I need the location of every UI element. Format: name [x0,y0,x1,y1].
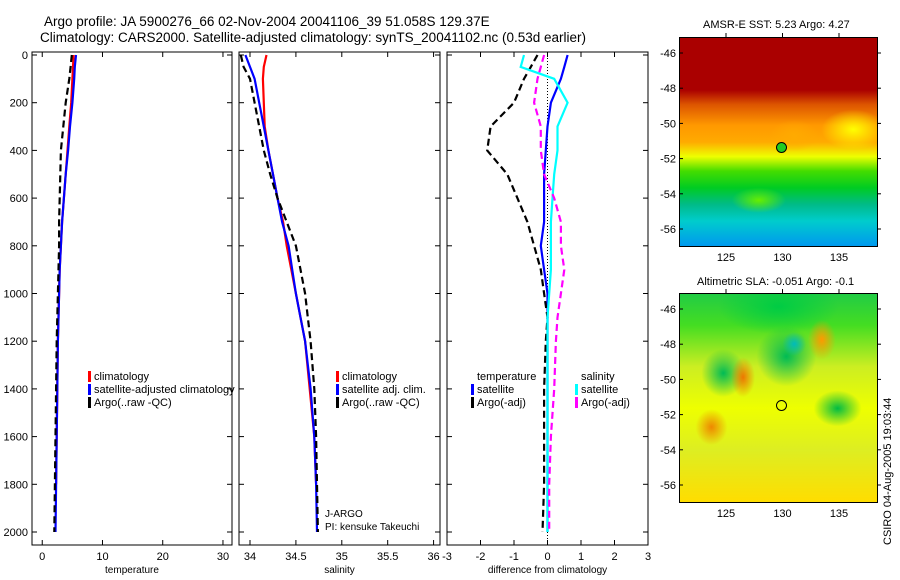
series-argo-raw-qc- [53,54,73,533]
map-y-tick-label: -52 [660,410,676,422]
legend-swatch [88,384,91,395]
legend-swatch [575,397,578,408]
x-tick-label: 36 [427,551,439,563]
legend-swatch [471,384,474,395]
title-line-2: Climatology: CARS2000. Satellite-adjuste… [40,30,587,45]
legend-swatch [575,384,578,395]
map-y-tick-label: -50 [660,374,676,386]
y-tick-label: 1800 [4,479,28,491]
series-argo-adj- [532,54,566,532]
legend-swatch [336,384,339,395]
legend-label: Argo(..raw -QC) [94,397,172,409]
credit-text: CSIRO 04-Aug-2005 19:03:44 [882,397,894,545]
map-y-tick-label: -56 [660,224,676,236]
x-tick-label: 34 [244,551,256,563]
legend-label: satellite [581,384,618,396]
x-axis-label: difference from climatology [488,565,607,576]
x-tick-label: -1 [509,551,519,563]
map-x-tick-label: 125 [717,508,735,520]
annotation: PI: kensuke Takeuchi [325,522,419,533]
legend-label: satellite-adjusted climatology [94,384,235,396]
map-x-tick-label: 135 [830,252,848,264]
x-axis-label: salinity [324,565,355,576]
map-y-tick-label: -48 [660,339,676,351]
series-satellite-adj-clim- [244,54,319,533]
map-y-tick-label: -48 [660,83,676,95]
argo-location-marker [776,142,787,153]
sst-map-title: AMSR-E SST: 5.23 Argo: 4.27 [703,19,850,31]
map-y-tick-label: -56 [660,480,676,492]
map-y-tick-label: -52 [660,154,676,166]
map-y-tick-label: -46 [660,304,676,316]
profile-plots: 0 10 20 30temperature0200400600800100012001… [4,50,652,576]
y-tick-label: 1200 [4,336,28,348]
x-tick-label: 10 [96,551,108,563]
y-tick-label: 800 [10,241,28,253]
x-tick-label: 35 [336,551,348,563]
x-tick-label: 34.5 [285,551,306,563]
x-tick-label: 3 [645,551,651,563]
legend-swatch [88,397,91,408]
legend-swatch [336,397,339,408]
legend-label: Argo(-adj) [581,397,630,409]
legend-label: salinity [581,371,615,383]
y-tick-label: 1400 [4,384,28,396]
legend-label: Argo(-adj) [477,397,526,409]
x-tick-label: 1 [578,551,584,563]
x-tick-label: 0 [544,551,550,563]
legend-label: Argo(..raw -QC) [342,397,420,409]
plot-frame-1 [238,51,441,546]
y-tick-label: 200 [10,98,28,110]
y-tick-label: 600 [10,193,28,205]
legend-label: temperature [477,371,536,383]
x-tick-label: 20 [157,551,169,563]
map-y-tick-label: -54 [660,445,676,457]
series-argo-raw-qc- [239,54,319,533]
x-tick-label: -3 [442,551,452,563]
x-tick-label: 35.5 [377,551,398,563]
x-tick-label: 2 [611,551,617,563]
plot-frame-0 [31,51,233,546]
y-tick-label: 2000 [4,527,28,539]
legend-label: satellite [477,384,514,396]
legend-label: climatology [342,371,398,383]
y-tick-label: 400 [10,145,28,157]
x-axis-label: temperature [105,565,159,576]
map-x-tick-label: 130 [773,508,791,520]
sst-map [679,37,878,247]
legend-swatch [336,371,339,382]
map-x-tick-label: 135 [830,508,848,520]
legend-swatch [88,371,91,382]
sla-map [679,293,878,503]
map-x-tick-label: 130 [773,252,791,264]
map-axes: -46 -48 -50 -52 -54 -56 125 130 135 -46 -48 -50 -52 -… [660,33,881,520]
series-climatology [261,54,318,485]
annotation: J-ARGO [325,509,363,520]
argo-location-marker [776,400,787,411]
y-tick-label: 1000 [4,289,28,301]
sla-map-title: Altimetric SLA: -0.051 Argo: -0.1 [697,276,855,288]
legend-label: satellite adj. clim. [342,384,426,396]
map-x-tick-label: 125 [717,252,735,264]
map-y-tick-label: -46 [660,48,676,60]
series-satellite-adjusted-climatology [54,54,78,533]
series-satellite [519,54,569,532]
map-y-tick-label: -54 [660,189,676,201]
map-y-tick-label: -50 [660,118,676,130]
y-tick-label: 0 [22,50,28,62]
y-tick-label: 1600 [4,432,28,444]
legend-label: climatology [94,371,150,383]
x-tick-label: -2 [476,551,486,563]
x-tick-label: 30 [217,551,229,563]
title-line-1: Argo profile: JA 5900276_66 02-Nov-2004 … [44,14,490,29]
series-argo-adj- [486,54,549,533]
x-tick-label: 0 [39,551,45,563]
legend-swatch [471,397,474,408]
